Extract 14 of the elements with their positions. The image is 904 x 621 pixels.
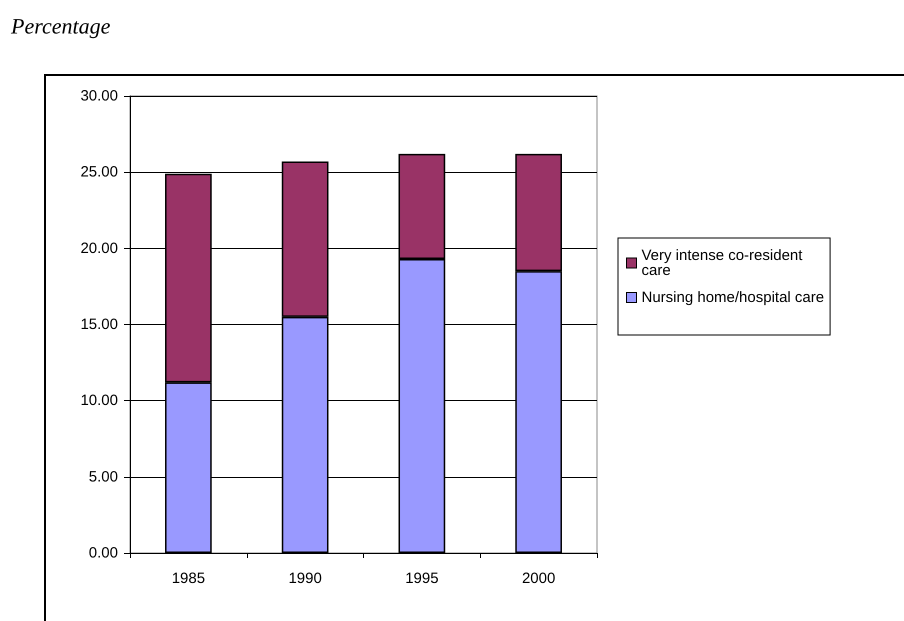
y-tick-label: 5.00	[88, 468, 118, 486]
y-tick-label: 10.00	[80, 392, 118, 410]
y-tick-label: 20.00	[80, 240, 118, 257]
y-tick-label: 30.00	[80, 88, 118, 104]
x-tick-label: 2000	[522, 570, 556, 587]
x-tick-label: 1985	[172, 570, 206, 587]
y-tick-label: 15.00	[80, 316, 118, 333]
y-tick-label: 25.00	[80, 164, 118, 181]
chart-title: Percentage	[10, 14, 111, 38]
y-tick-label: 0.00	[88, 544, 118, 562]
x-tick-label: 1990	[288, 570, 322, 587]
x-tick-label: 1995	[405, 570, 439, 587]
legend-label: Very intense co-resident care	[642, 247, 807, 279]
legend-label: Nursing home/hospital care	[642, 289, 824, 306]
